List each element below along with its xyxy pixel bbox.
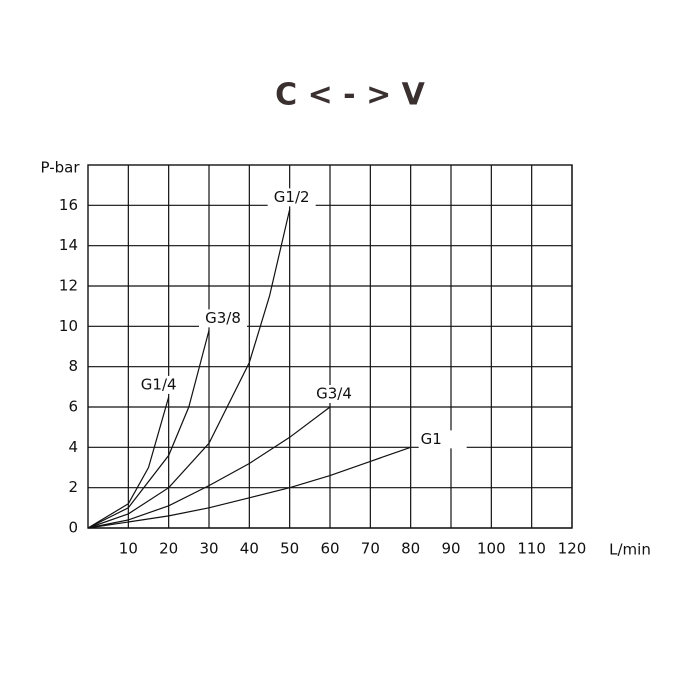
series-label: G3/8: [205, 309, 241, 327]
series-label: G3/4: [316, 385, 352, 403]
line-series: [87, 209, 291, 529]
y-axis-label: P-bar: [40, 159, 80, 177]
y-tick-label: 6: [68, 398, 78, 416]
x-tick-label: 120: [558, 540, 587, 558]
label-bg: [310, 385, 358, 403]
x-tick-label: 90: [441, 540, 460, 558]
x-axis-label: L/min: [609, 541, 651, 559]
y-tick-label: 16: [59, 196, 78, 214]
y-tick-label: 4: [68, 438, 78, 456]
x-tick-label: 60: [320, 540, 339, 558]
x-tick-label: 40: [240, 540, 259, 558]
x-tick-label: 70: [361, 540, 380, 558]
y-tick-label: 14: [59, 236, 78, 254]
y-tick-label: 8: [68, 357, 78, 375]
series-label: G1/4: [141, 375, 177, 393]
x-tick-label: 10: [119, 540, 138, 558]
x-tick-label: 20: [159, 540, 178, 558]
y-tick-label: 12: [59, 277, 78, 295]
line-series: [87, 396, 170, 529]
y-tick-label: 10: [59, 317, 78, 335]
x-tick-label: 80: [401, 540, 420, 558]
label-bg: [267, 188, 316, 207]
x-tick-label: 100: [477, 540, 506, 558]
line-series: [87, 406, 331, 529]
series-label: G1/2: [274, 188, 310, 206]
y-tick-label: 0: [68, 519, 78, 537]
chart-title: C < - > V: [275, 78, 426, 113]
line-series: [87, 330, 210, 529]
x-tick-label: 110: [517, 540, 546, 558]
label-bg: [199, 309, 247, 328]
label-bg: [134, 375, 183, 394]
label-bg: [418, 430, 467, 449]
y-tick-label: 2: [68, 478, 78, 496]
series-label: G1: [421, 430, 442, 448]
x-tick-label: 50: [280, 540, 299, 558]
x-tick-label: 30: [199, 540, 218, 558]
line-series: [87, 446, 411, 529]
